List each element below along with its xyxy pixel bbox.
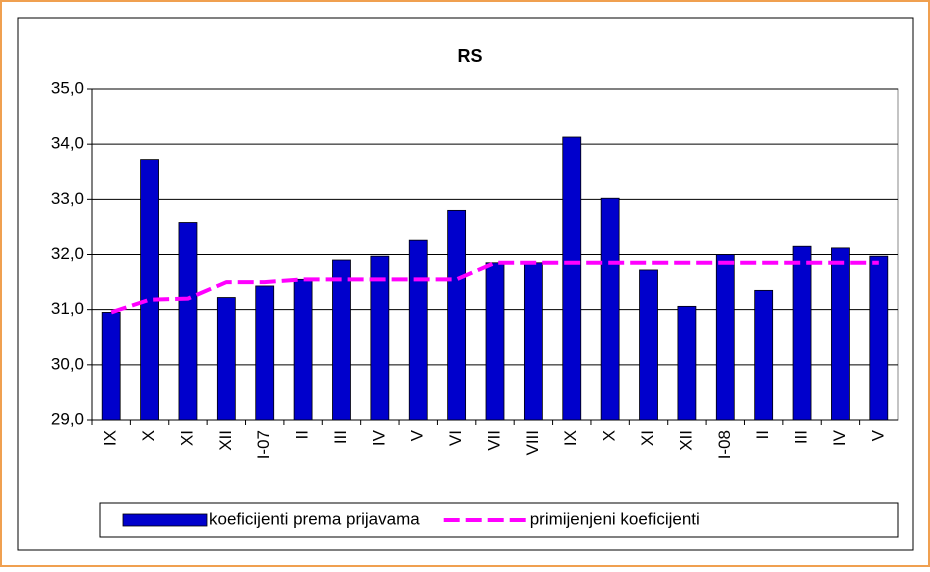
y-tick-label: 34,0 <box>51 134 84 153</box>
x-tick-label: I-07 <box>254 430 273 459</box>
x-tick-label: V <box>408 429 427 441</box>
x-tick-label: III <box>331 430 350 444</box>
bar <box>677 305 697 421</box>
bar <box>370 255 390 421</box>
legend-label: koeficijenti prema prijavama <box>209 509 420 528</box>
x-tick-label: II <box>753 430 772 439</box>
bar <box>715 254 735 421</box>
x-tick-label: IV <box>830 429 849 446</box>
bar <box>831 247 850 421</box>
x-tick-label: XII <box>676 430 695 451</box>
legend-label: primijenjeni koeficijenti <box>530 509 700 528</box>
bar <box>140 159 159 421</box>
bar <box>523 262 543 421</box>
bar <box>332 259 351 421</box>
bar <box>754 289 774 421</box>
bar <box>447 209 467 421</box>
bar <box>255 285 275 421</box>
x-tick-label: XII <box>216 430 235 451</box>
x-tick-label: II <box>293 430 312 439</box>
x-tick-label: XI <box>638 430 657 446</box>
x-tick-label: III <box>792 430 811 444</box>
y-tick-label: 30,0 <box>51 354 84 373</box>
bar <box>216 297 236 421</box>
chart-title: RS <box>457 46 482 66</box>
bar <box>178 222 198 421</box>
x-tick-label: V <box>868 429 887 441</box>
x-tick-label: VIII <box>523 430 542 456</box>
bar <box>600 197 620 421</box>
bar <box>639 269 658 421</box>
bar <box>293 278 313 421</box>
x-tick-label: IV <box>369 429 388 446</box>
bar <box>869 255 889 421</box>
bar <box>485 262 505 421</box>
y-tick-label: 33,0 <box>51 189 84 208</box>
bar <box>408 239 428 421</box>
x-tick-label: X <box>139 430 158 441</box>
line <box>110 260 879 315</box>
legend-swatch <box>122 513 208 527</box>
y-tick-label: 31,0 <box>51 299 84 318</box>
bar <box>562 136 582 421</box>
x-tick-label: IX <box>561 430 580 446</box>
x-tick-label: VI <box>446 430 465 446</box>
y-tick-label: 32,0 <box>51 244 84 263</box>
x-tick-label: VII <box>484 430 503 451</box>
y-tick-label: 29,0 <box>51 409 84 428</box>
y-tick-label: 35,0 <box>51 78 84 97</box>
bar <box>101 312 121 421</box>
x-tick-label: IX <box>101 430 120 446</box>
bar <box>792 245 812 421</box>
x-tick-label: XI <box>177 430 196 446</box>
x-tick-label: I-08 <box>715 430 734 459</box>
x-tick-label: X <box>600 430 619 441</box>
